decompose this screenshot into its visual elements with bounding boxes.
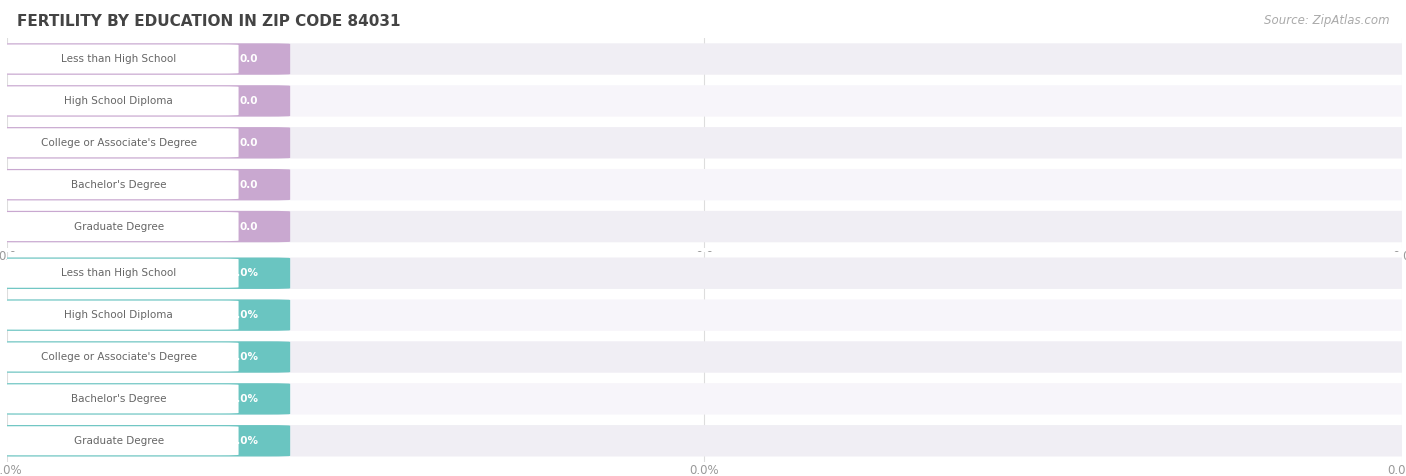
FancyBboxPatch shape: [0, 127, 290, 159]
Text: Graduate Degree: Graduate Degree: [73, 436, 163, 446]
FancyBboxPatch shape: [0, 85, 1406, 117]
FancyBboxPatch shape: [0, 384, 239, 414]
FancyBboxPatch shape: [0, 299, 1406, 331]
Text: 0.0%: 0.0%: [229, 394, 259, 404]
FancyBboxPatch shape: [0, 342, 239, 372]
FancyBboxPatch shape: [0, 300, 239, 330]
Text: Bachelor's Degree: Bachelor's Degree: [70, 179, 166, 190]
Text: 0.0%: 0.0%: [229, 352, 259, 362]
Text: Bachelor's Degree: Bachelor's Degree: [70, 394, 166, 404]
FancyBboxPatch shape: [0, 341, 290, 373]
FancyBboxPatch shape: [0, 383, 1406, 415]
FancyBboxPatch shape: [0, 299, 290, 331]
FancyBboxPatch shape: [0, 169, 290, 200]
FancyBboxPatch shape: [0, 43, 290, 75]
Text: 0.0%: 0.0%: [229, 310, 259, 320]
Text: 0.0: 0.0: [239, 221, 259, 232]
Text: Less than High School: Less than High School: [60, 54, 176, 64]
Text: 0.0: 0.0: [239, 138, 259, 148]
Text: Source: ZipAtlas.com: Source: ZipAtlas.com: [1264, 14, 1389, 27]
FancyBboxPatch shape: [0, 86, 239, 116]
FancyBboxPatch shape: [0, 211, 290, 242]
FancyBboxPatch shape: [0, 383, 290, 415]
FancyBboxPatch shape: [0, 43, 1406, 75]
FancyBboxPatch shape: [0, 211, 1406, 242]
FancyBboxPatch shape: [0, 258, 1406, 289]
Text: College or Associate's Degree: College or Associate's Degree: [41, 352, 197, 362]
FancyBboxPatch shape: [0, 258, 290, 289]
Text: 0.0: 0.0: [239, 54, 259, 64]
FancyBboxPatch shape: [0, 169, 1406, 200]
Text: Less than High School: Less than High School: [60, 268, 176, 278]
FancyBboxPatch shape: [0, 170, 239, 199]
FancyBboxPatch shape: [0, 85, 290, 117]
FancyBboxPatch shape: [0, 341, 1406, 373]
Text: 0.0%: 0.0%: [229, 268, 259, 278]
Text: FERTILITY BY EDUCATION IN ZIP CODE 84031: FERTILITY BY EDUCATION IN ZIP CODE 84031: [17, 14, 401, 30]
FancyBboxPatch shape: [0, 44, 239, 74]
Text: Graduate Degree: Graduate Degree: [73, 221, 163, 232]
Text: 0.0%: 0.0%: [229, 436, 259, 446]
FancyBboxPatch shape: [0, 128, 239, 158]
Text: 0.0: 0.0: [239, 179, 259, 190]
FancyBboxPatch shape: [0, 426, 239, 456]
Text: High School Diploma: High School Diploma: [65, 310, 173, 320]
FancyBboxPatch shape: [0, 425, 290, 456]
Text: High School Diploma: High School Diploma: [65, 96, 173, 106]
Text: College or Associate's Degree: College or Associate's Degree: [41, 138, 197, 148]
FancyBboxPatch shape: [0, 127, 1406, 159]
FancyBboxPatch shape: [0, 212, 239, 241]
Text: 0.0: 0.0: [239, 96, 259, 106]
FancyBboxPatch shape: [0, 258, 239, 288]
FancyBboxPatch shape: [0, 425, 1406, 456]
